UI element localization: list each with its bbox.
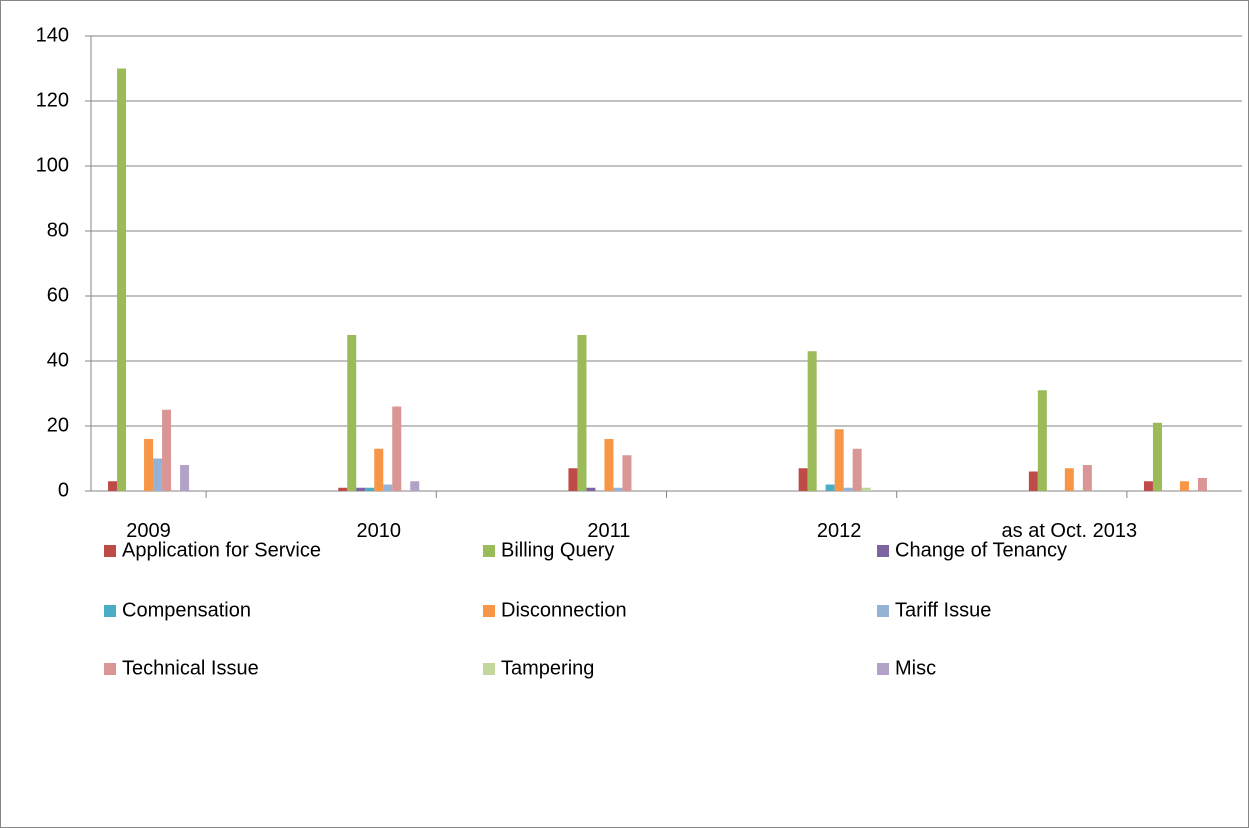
bar (852, 448, 862, 491)
bar (604, 439, 614, 491)
legend-label: Tariff Issue (895, 599, 991, 621)
legend-label: Compensation (122, 599, 251, 621)
bar (1197, 478, 1207, 491)
bar (108, 481, 118, 491)
bar (117, 68, 127, 491)
legend-swatch (104, 545, 116, 557)
bar (861, 487, 871, 491)
bar (843, 487, 853, 491)
legend-swatch (877, 605, 889, 617)
legend-swatch (877, 663, 889, 675)
y-tick-label: 60 (47, 284, 69, 306)
legend-swatch (104, 663, 116, 675)
legend-swatch (877, 545, 889, 557)
bar (622, 455, 632, 491)
x-tick-label: as at Oct. 2013 (1001, 520, 1138, 542)
x-tick-label: 2011 (587, 520, 631, 542)
bar (410, 481, 420, 491)
legend-label: Disconnection (501, 599, 627, 621)
bar (347, 335, 357, 491)
legend-swatch (483, 605, 495, 617)
bar (586, 487, 596, 491)
bar (1037, 390, 1047, 491)
legend-swatch (104, 605, 116, 617)
bar (356, 487, 366, 491)
bar (834, 429, 844, 491)
y-tick-label: 140 (36, 24, 69, 46)
legend-label: Billing Query (501, 539, 614, 561)
bar (338, 487, 348, 491)
y-tick-label: 0 (58, 479, 69, 501)
bar (383, 484, 393, 491)
bar (1064, 468, 1074, 491)
bar (568, 468, 578, 491)
bar (1143, 481, 1153, 491)
y-tick-label: 100 (36, 154, 69, 176)
bar (365, 487, 375, 491)
bar (1179, 481, 1189, 491)
bar (153, 458, 163, 491)
bar (162, 409, 172, 491)
bar (1028, 471, 1038, 491)
legend-swatch (483, 545, 495, 557)
bar (144, 439, 154, 491)
legend-label: Technical Issue (122, 657, 259, 679)
bar (374, 448, 384, 491)
bar (392, 406, 402, 491)
legend-label: Application for Service (122, 539, 321, 561)
x-tick-label: 2010 (356, 520, 402, 542)
y-tick-label: 80 (47, 219, 69, 241)
x-tick-label: 2009 (126, 520, 171, 542)
bar (807, 351, 817, 491)
y-tick-label: 40 (47, 349, 69, 371)
y-tick-label: 120 (36, 89, 69, 111)
bar (798, 468, 808, 491)
bar (180, 465, 190, 491)
legend-label: Tampering (501, 657, 594, 679)
legend-label: Change of Tenancy (895, 539, 1067, 561)
bar (825, 484, 835, 491)
bar (1082, 465, 1092, 491)
legend-label: Misc (895, 657, 936, 679)
bar (1152, 422, 1162, 491)
bar (613, 487, 623, 491)
bar (577, 335, 587, 491)
x-tick-label: 2012 (816, 520, 862, 542)
y-tick-label: 20 (47, 414, 69, 436)
legend-swatch (483, 663, 495, 675)
